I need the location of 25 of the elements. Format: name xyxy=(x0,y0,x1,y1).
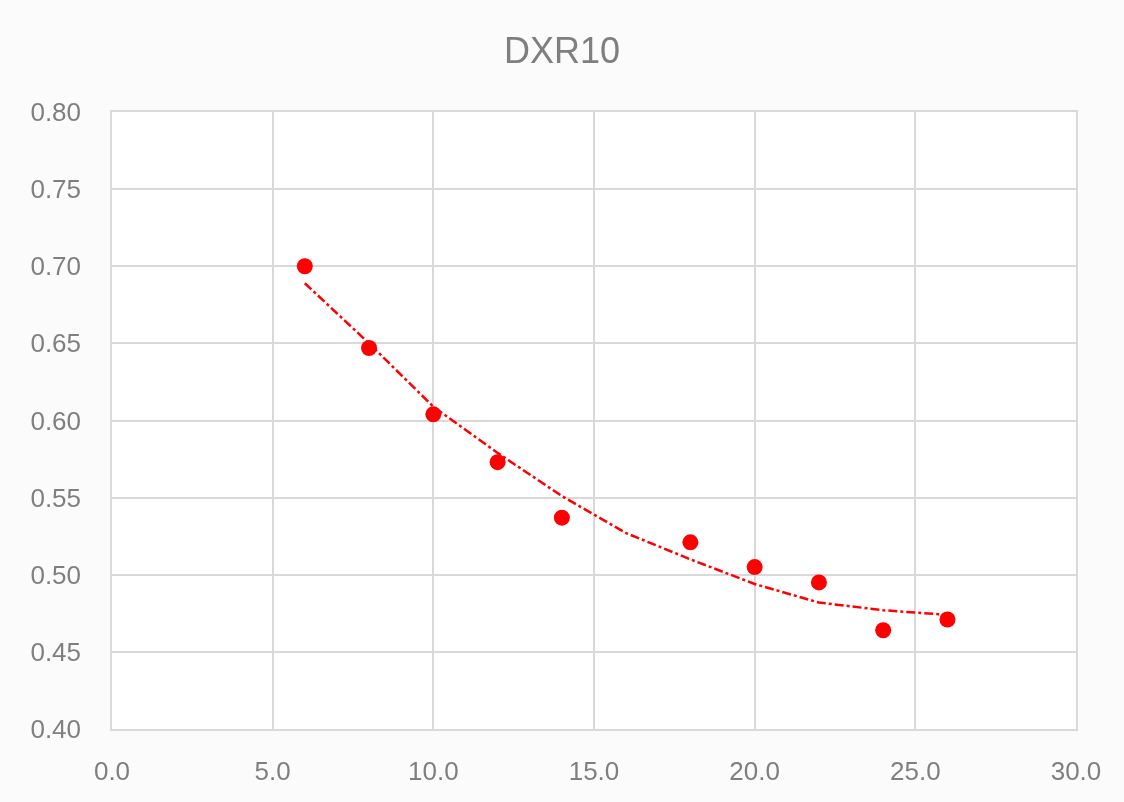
point xyxy=(489,454,506,471)
y-tick-label: 0.80 xyxy=(30,97,82,128)
y-tick-label: 0.55 xyxy=(30,482,82,513)
x-tick-label: 15.0 xyxy=(568,755,620,786)
point xyxy=(875,622,892,639)
y-tick-label: 0.70 xyxy=(30,251,82,282)
point xyxy=(296,258,313,275)
y-tick-label: 0.50 xyxy=(30,559,82,590)
point xyxy=(810,574,827,591)
x-tick-label: 5.0 xyxy=(254,755,291,786)
y-tick-label: 0.65 xyxy=(30,328,82,359)
y-tick-label: 0.60 xyxy=(30,405,82,436)
x-tick-label: 20.0 xyxy=(729,755,780,786)
y-tick-label: 0.75 xyxy=(30,174,82,205)
x-tick-label: 10.0 xyxy=(408,755,459,786)
chart-title: DXR10 xyxy=(503,29,621,71)
point xyxy=(939,611,956,628)
point xyxy=(553,509,570,526)
x-tick-label: 25.0 xyxy=(890,755,941,786)
x-tick-label: 30.0 xyxy=(1050,755,1102,786)
point xyxy=(682,534,699,551)
x-tick-label: 0.0 xyxy=(93,755,131,786)
point xyxy=(746,559,763,576)
y-tick-label: 0.40 xyxy=(30,714,82,745)
y-tick-label: 0.45 xyxy=(30,636,82,667)
